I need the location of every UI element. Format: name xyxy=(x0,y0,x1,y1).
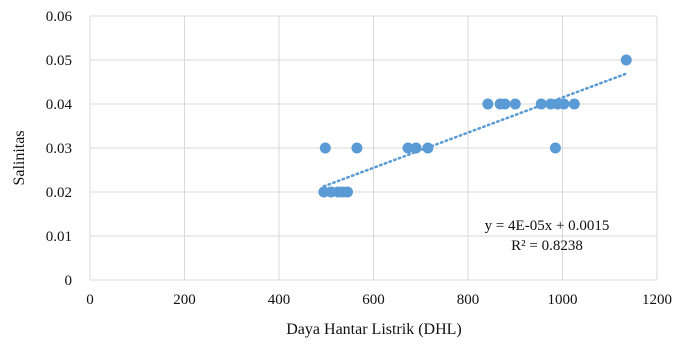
y-tick-label: 0.05 xyxy=(46,53,72,69)
data-point xyxy=(568,98,580,110)
data-point xyxy=(351,142,363,154)
grid-lines xyxy=(89,15,658,281)
y-tick-label: 0 xyxy=(65,273,73,289)
y-tick-label: 0.04 xyxy=(46,97,73,113)
y-axis-ticks: 0 0.01 0.02 0.03 0.04 0.05 0.06 xyxy=(46,9,73,289)
x-tick-label: 200 xyxy=(173,292,196,308)
x-tick-label: 1000 xyxy=(548,292,578,308)
data-point xyxy=(535,98,547,110)
data-point xyxy=(402,142,414,154)
data-point xyxy=(422,142,434,154)
trendline-layer xyxy=(322,72,628,188)
data-point xyxy=(620,54,632,66)
trendline-r-squared: R² = 0.8238 xyxy=(511,238,583,254)
x-axis-ticks: 0 200 400 600 800 1000 1200 xyxy=(86,292,672,308)
x-tick-label: 1200 xyxy=(642,292,672,308)
data-point xyxy=(509,98,521,110)
y-tick-label: 0.02 xyxy=(46,185,72,201)
data-points xyxy=(318,54,632,198)
x-tick-label: 400 xyxy=(268,292,291,308)
data-point xyxy=(549,142,561,154)
data-point xyxy=(410,142,422,154)
data-point xyxy=(482,98,494,110)
x-axis-title: Daya Hantar Listrik (DHL) xyxy=(286,321,462,338)
y-axis-title: Salinitas xyxy=(11,130,28,185)
data-point xyxy=(319,142,331,154)
x-tick-label: 600 xyxy=(362,292,385,308)
data-point xyxy=(342,186,354,198)
data-point xyxy=(499,98,511,110)
y-tick-label: 0.06 xyxy=(46,9,73,25)
data-point xyxy=(558,98,570,110)
trendline-equation: y = 4E-05x + 0.0015 xyxy=(485,218,610,234)
y-tick-label: 0.01 xyxy=(46,229,72,245)
y-tick-label: 0.03 xyxy=(46,141,72,157)
x-tick-label: 800 xyxy=(457,292,480,308)
x-tick-label: 0 xyxy=(86,292,94,308)
trendline xyxy=(322,72,628,188)
